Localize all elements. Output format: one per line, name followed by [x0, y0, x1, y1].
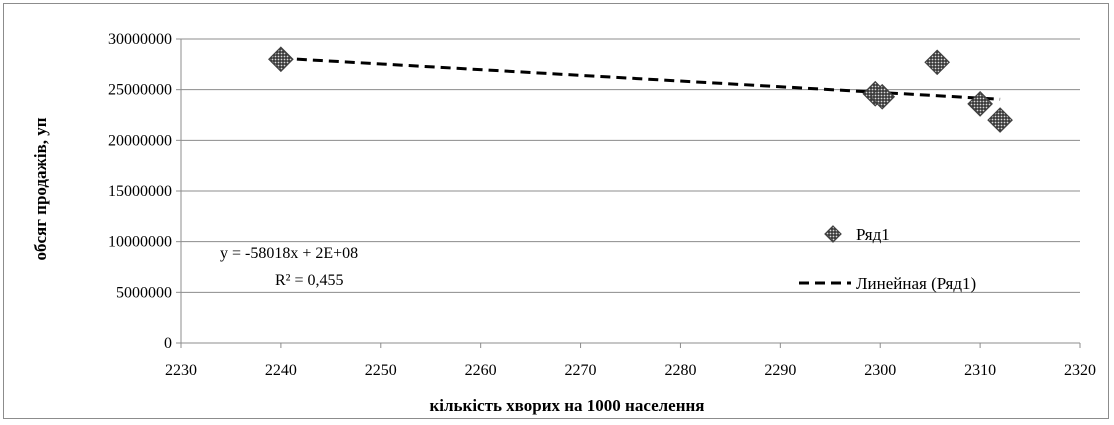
data-point — [987, 107, 1013, 133]
data-point — [869, 83, 896, 110]
trendline — [280, 56, 1001, 101]
legend-label-series1: Ряд1 — [856, 225, 890, 244]
y-tick-label: 0 — [164, 335, 172, 352]
y-tick-label: 30000000 — [108, 31, 172, 48]
legend-label-trendline: Линейная (Ряд1) — [856, 274, 976, 293]
y-axis-title: обсяг продажів, уп — [31, 117, 50, 260]
data-points — [268, 46, 1013, 133]
legend-marker-series1 — [824, 225, 842, 243]
trend-equation: y = -58018x + 2E+08 — [220, 245, 358, 262]
y-tick-label: 20000000 — [108, 132, 172, 149]
data-point — [967, 91, 993, 117]
tick-labels: 0 5000000 10000000 15000000 20000000 25000000… — [108, 31, 1096, 379]
x-tick-label: 2320 — [1064, 362, 1096, 379]
y-tick-label: 15000000 — [108, 183, 172, 200]
x-tick-label: 2290 — [764, 362, 796, 379]
x-tick-label: 2250 — [365, 362, 397, 379]
x-axis-title: кількість хворих на 1000 населення — [429, 396, 704, 415]
trendline-layer — [280, 56, 1001, 101]
x-tick-label: 2280 — [664, 362, 696, 379]
x-tick-label: 2240 — [265, 362, 297, 379]
x-tick-label: 2300 — [864, 362, 896, 379]
data-point — [268, 46, 294, 73]
y-tick-label: 10000000 — [108, 234, 172, 251]
x-tick-label: 2270 — [565, 362, 597, 379]
y-tick-label: 25000000 — [108, 82, 172, 99]
legend-diamond — [824, 225, 842, 243]
axes — [176, 38, 1081, 348]
x-tick-label: 2230 — [165, 362, 197, 379]
gridlines — [181, 38, 1080, 293]
r-squared-label: R² = 0,455 — [275, 272, 344, 289]
y-tick-label: 5000000 — [116, 284, 172, 301]
scatter-chart: 0 5000000 10000000 15000000 20000000 25000000… — [31, 31, 1096, 415]
chart-frame: 0 5000000 10000000 15000000 20000000 25000000… — [3, 3, 1109, 419]
legend: Ряд1 Линейная (Ряд1) — [799, 225, 976, 293]
x-tick-label: 2310 — [964, 362, 996, 379]
data-point — [924, 49, 951, 76]
x-tick-label: 2260 — [465, 362, 497, 379]
